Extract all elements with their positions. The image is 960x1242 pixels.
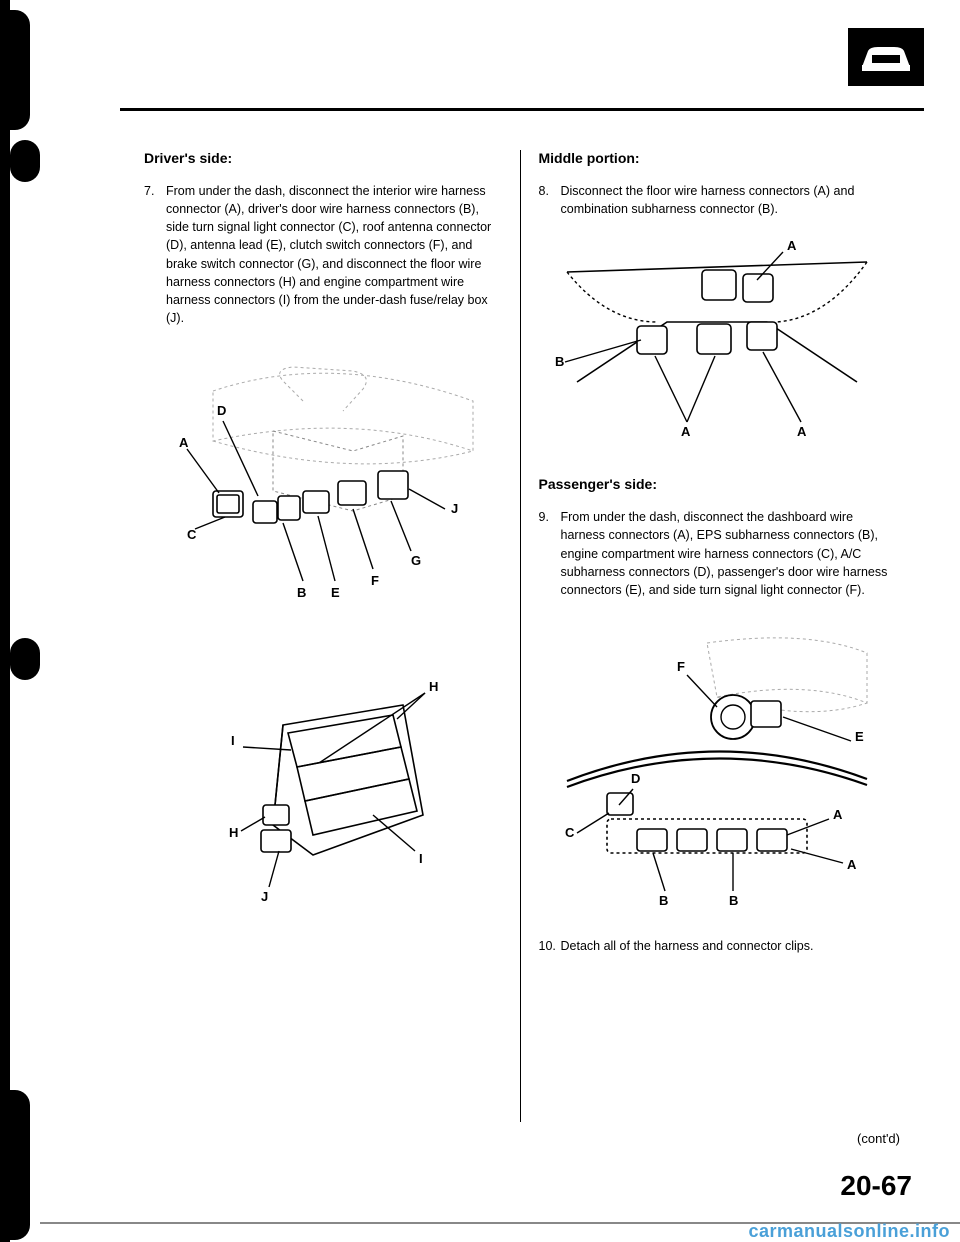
column-divider xyxy=(520,150,521,1122)
watermark: carmanualsonline.info xyxy=(748,1221,950,1242)
step-text: Detach all of the harness and connector … xyxy=(561,937,897,955)
label-J: J xyxy=(261,889,268,904)
step-text: From under the dash, disconnect the dash… xyxy=(561,508,897,599)
step-number: 9. xyxy=(539,508,561,599)
label-I: I xyxy=(231,733,235,748)
binding-clip xyxy=(0,1090,30,1240)
page-left-edge xyxy=(0,0,10,1242)
label-E: E xyxy=(331,585,340,600)
middle-portion-heading: Middle portion: xyxy=(539,150,897,166)
label-B2: B xyxy=(729,893,738,908)
figure-middle-portion: A B A A xyxy=(539,232,897,452)
label-A2: A xyxy=(681,424,691,439)
label-B: B xyxy=(555,354,564,369)
label-H2: H xyxy=(429,679,438,694)
passengers-side-heading: Passenger's side: xyxy=(539,476,897,492)
figure-passenger-dash: F E C D A A B B xyxy=(539,613,897,913)
section-icon xyxy=(848,28,924,86)
step-8: 8. Disconnect the floor wire harness con… xyxy=(539,182,897,218)
label-I2: I xyxy=(419,851,423,866)
label-G: G xyxy=(411,553,421,568)
label-E: E xyxy=(855,729,864,744)
label-J: J xyxy=(451,501,458,516)
page-number: 20-67 xyxy=(840,1170,912,1202)
header-rule xyxy=(120,108,924,111)
label-A2: A xyxy=(847,857,857,872)
binding-hole xyxy=(10,638,40,680)
step-number: 7. xyxy=(144,182,166,327)
step-text: From under the dash, disconnect the inte… xyxy=(166,182,502,327)
step-number: 10. xyxy=(539,937,561,955)
label-A3: A xyxy=(797,424,807,439)
content-columns: Driver's side: 7. From under the dash, d… xyxy=(130,150,910,1122)
label-D: D xyxy=(631,771,640,786)
step-9: 9. From under the dash, disconnect the d… xyxy=(539,508,897,599)
label-C: C xyxy=(565,825,575,840)
page: Driver's side: 7. From under the dash, d… xyxy=(40,0,960,1242)
continued-label: (cont'd) xyxy=(857,1131,900,1146)
label-H: H xyxy=(229,825,238,840)
step-10: 10. Detach all of the harness and connec… xyxy=(539,937,897,955)
label-C: C xyxy=(187,527,197,542)
label-A: A xyxy=(787,238,797,253)
figure-driver-dash: A D C B E F G J xyxy=(144,341,502,631)
figure-fuse-relay-box: I H H I J xyxy=(144,655,502,915)
left-column: Driver's side: 7. From under the dash, d… xyxy=(130,150,516,1122)
drivers-side-heading: Driver's side: xyxy=(144,150,502,166)
label-F: F xyxy=(677,659,685,674)
label-F: F xyxy=(371,573,379,588)
step-text: Disconnect the floor wire harness connec… xyxy=(561,182,897,218)
binding-clip xyxy=(0,10,30,130)
binding-hole xyxy=(10,140,40,182)
label-B: B xyxy=(297,585,306,600)
label-B: B xyxy=(659,893,668,908)
label-D: D xyxy=(217,403,226,418)
right-column: Middle portion: 8. Disconnect the floor … xyxy=(525,150,911,1122)
step-7: 7. From under the dash, disconnect the i… xyxy=(144,182,502,327)
label-A: A xyxy=(833,807,843,822)
label-A: A xyxy=(179,435,189,450)
step-number: 8. xyxy=(539,182,561,218)
